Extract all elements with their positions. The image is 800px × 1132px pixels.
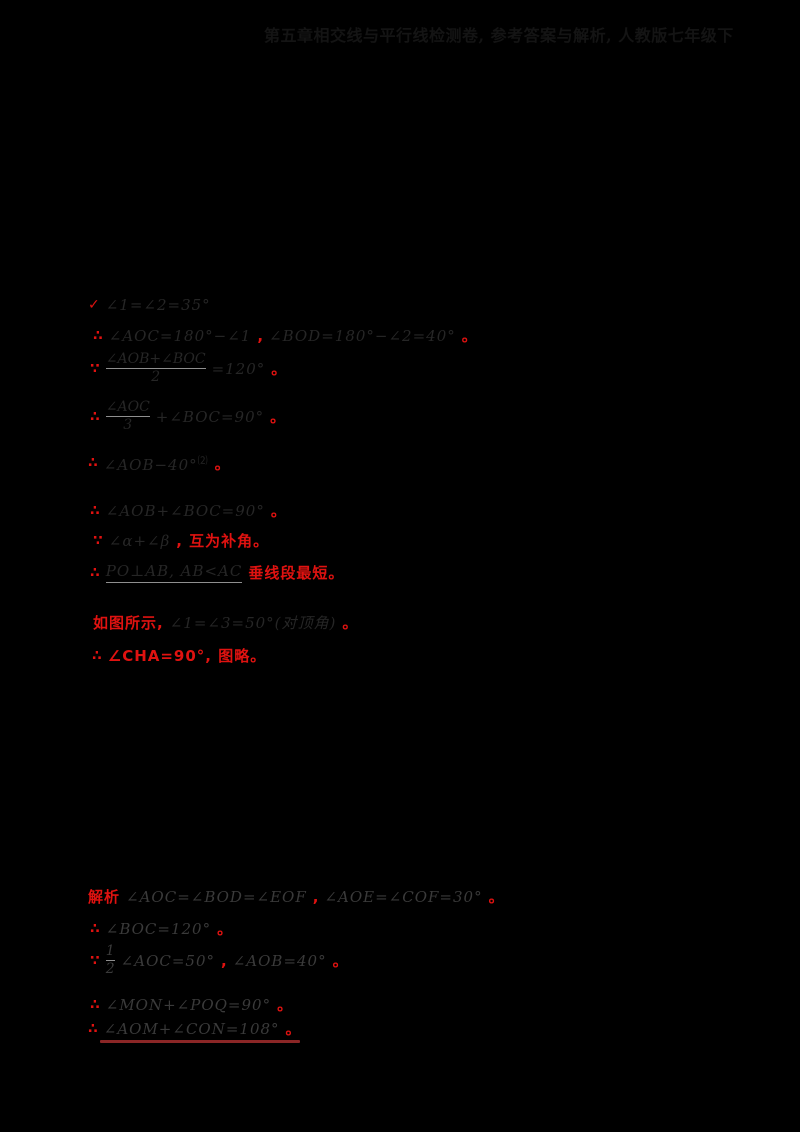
- equation-text: ∠AOE=∠COF=30°: [324, 887, 483, 906]
- therefore-icon: ∴: [90, 920, 100, 937]
- equation-text: ∠AOB+∠BOC=90°: [105, 501, 265, 520]
- equation-text: ∠AOB=40°: [232, 951, 327, 970]
- answer-line: ∴ ∠MON+∠POQ=90° 。: [90, 994, 292, 1015]
- page-title: 第五章相交线与平行线检测卷, 参考答案与解析, 人教版七年级下: [264, 26, 734, 45]
- red-punctuation: 。: [488, 888, 504, 906]
- answer-line: ∴ ∠BOC=120° 。: [90, 918, 232, 939]
- because-icon: ∵: [93, 532, 103, 549]
- red-punctuation: 。: [332, 952, 348, 971]
- answer-line: ∴ ∠AOC=180°−∠1, ∠BOD=180°−∠2=40° 。: [93, 325, 477, 346]
- therefore-icon: ∴: [90, 502, 100, 519]
- fraction-numerator: ∠AOC: [105, 399, 150, 415]
- equation-text: PO⊥AB, AB<AC: [105, 562, 243, 583]
- equation-superscript: ⑵: [197, 456, 209, 467]
- answer-line: ∵ ∠α+∠β , 互为补角。: [93, 530, 269, 551]
- equation-text: ∠1=∠3=50°(对顶角): [169, 614, 337, 632]
- fraction-denominator: 2: [151, 369, 161, 386]
- answer-line: 解析 ∠AOC=∠BOD=∠EOF, ∠AOE=∠COF=30° 。: [88, 886, 504, 907]
- red-punctuation: 。: [270, 408, 286, 427]
- red-punctuation: 。: [217, 920, 233, 938]
- therefore-icon: ∴: [88, 1020, 98, 1037]
- fraction-bar: [105, 368, 206, 370]
- answer-line: ∴ ∠AOB−40°⑵ 。: [88, 452, 230, 475]
- fraction-numerator: 1: [105, 943, 115, 959]
- red-answer-text: , 互为补角。: [176, 532, 270, 550]
- answer-line: 如图所示, ∠1=∠3=50°(对顶角) 。: [93, 612, 357, 633]
- fraction-denominator: 2: [105, 961, 115, 978]
- answer-line: ∴ ∠AOC 3 +∠BOC=90° 。: [90, 399, 286, 434]
- red-answer-text: ∠CHA=90°, 图略。: [107, 647, 267, 665]
- equation-text: ∠AOM+∠CON=108°: [103, 1019, 280, 1038]
- fraction-expression: ∠AOC 3: [105, 399, 150, 434]
- red-punctuation: 。: [342, 614, 358, 632]
- red-answer-text: 如图所示,: [93, 614, 164, 632]
- red-punctuation: ,: [312, 887, 319, 906]
- equation-text: ∠BOD=180°−∠2=40°: [269, 326, 456, 345]
- answer-line: ∵ 1 2 ∠AOC=50°, ∠AOB=40°。: [90, 943, 348, 978]
- equation-text: ∠AOC=∠BOD=∠EOF: [126, 887, 307, 906]
- equation-text: ∠AOC=50°: [120, 951, 216, 970]
- equation-text: =120°: [211, 359, 266, 378]
- fraction-numerator: ∠AOB+∠BOC: [105, 351, 206, 367]
- fraction-bar: [105, 960, 115, 962]
- answer-line: ∴ ∠AOB+∠BOC=90° 。: [90, 500, 286, 521]
- red-punctuation: 。: [214, 454, 230, 473]
- fraction-denominator: 3: [123, 417, 133, 434]
- because-icon: ∵: [90, 360, 100, 377]
- answer-line: ✓ ∠1=∠2=35°: [88, 296, 211, 314]
- answer-line: ∴ PO⊥AB, AB<AC 垂线段最短。: [90, 562, 344, 583]
- red-answer-label: 解析: [88, 888, 121, 906]
- fraction-bar: [105, 416, 150, 418]
- therefore-icon: ∴: [92, 647, 102, 664]
- equation-text: ∠1=∠2=35°: [105, 296, 211, 314]
- equation-text: ∠AOB−40°⑵: [103, 456, 209, 474]
- red-punctuation: ,: [257, 326, 264, 345]
- equation-text: ∠α+∠β: [108, 531, 171, 550]
- red-punctuation: 。: [271, 360, 287, 379]
- red-answer-text: 垂线段最短。: [248, 564, 345, 582]
- red-punctuation: 。: [270, 502, 286, 520]
- fraction-expression: ∠AOB+∠BOC 2: [105, 351, 206, 386]
- equation-text: ∠AOC=180°−∠1: [108, 326, 252, 345]
- equation-text: +∠BOC=90°: [155, 407, 265, 426]
- equation-text: ∠BOC=120°: [105, 919, 212, 938]
- answer-line: ∵ ∠AOB+∠BOC 2 =120° 。: [90, 351, 287, 386]
- red-punctuation: ,: [221, 951, 227, 970]
- check-icon: ✓: [88, 297, 100, 313]
- therefore-icon: ∴: [90, 996, 100, 1013]
- red-punctuation: 。: [285, 1020, 301, 1038]
- therefore-icon: ∴: [88, 455, 98, 471]
- red-punctuation: 。: [461, 327, 477, 345]
- red-punctuation: 。: [277, 996, 293, 1014]
- therefore-icon: ∴: [93, 327, 103, 344]
- therefore-icon: ∴: [90, 564, 100, 581]
- therefore-icon: ∴: [90, 408, 100, 425]
- red-underline: [100, 1040, 300, 1043]
- because-icon: ∵: [90, 952, 100, 969]
- equation-text: ∠MON+∠POQ=90°: [105, 995, 272, 1014]
- answer-line: ∴ ∠CHA=90°, 图略。: [92, 645, 266, 666]
- answer-line: ∴ ∠AOM+∠CON=108° 。: [88, 1018, 301, 1039]
